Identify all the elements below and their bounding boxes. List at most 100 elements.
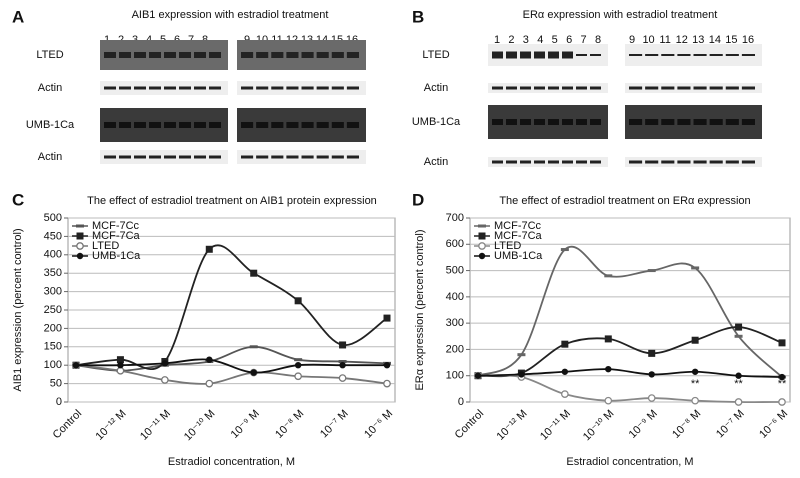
blot-band <box>256 52 269 58</box>
marker <box>339 341 347 349</box>
marker <box>735 323 743 331</box>
blot-band <box>677 160 691 164</box>
legend-marker <box>76 232 84 240</box>
blot-band <box>346 86 359 90</box>
legend-label: MCF-7Ca <box>92 230 141 242</box>
blot-band <box>629 160 643 164</box>
blot-band <box>520 119 531 125</box>
blot-band <box>104 155 116 159</box>
legend-marker <box>76 252 84 260</box>
blot-band <box>209 52 221 58</box>
marker <box>249 345 258 349</box>
lane-number: 9 <box>244 34 250 46</box>
chart-title: The effect of estradiol treatment on AIB… <box>87 195 377 207</box>
lane-number: 12 <box>676 34 688 46</box>
legend-label: MCF-7Cc <box>92 220 140 232</box>
y-tick-label: 700 <box>446 212 464 224</box>
legend-label: UMB-1Ca <box>494 250 543 262</box>
x-tick-label: 10⁻¹¹ M <box>538 408 573 443</box>
blot-band <box>520 51 531 59</box>
blot-band <box>209 86 221 90</box>
lane-number: 4 <box>146 34 152 46</box>
marker <box>561 368 569 375</box>
marker <box>691 336 699 344</box>
marker <box>161 360 169 367</box>
blot-band <box>725 86 739 90</box>
blot-band <box>316 86 329 90</box>
blot-band <box>301 52 314 58</box>
marker <box>734 398 743 406</box>
blot-band <box>506 119 517 125</box>
blot-band <box>548 51 559 59</box>
marker <box>338 374 347 382</box>
y-tick-label: 300 <box>446 317 464 329</box>
annotation: ** <box>734 378 743 390</box>
series-line <box>75 244 388 370</box>
blot-band <box>548 119 559 125</box>
blot-band <box>562 160 573 164</box>
marker <box>116 366 125 375</box>
x-axis-label: Estradiol concentration, M <box>168 456 295 468</box>
series-line <box>477 245 783 378</box>
marker <box>338 360 347 364</box>
blot-band <box>241 86 254 90</box>
lane-number: 7 <box>581 34 587 46</box>
y-tick-label: 300 <box>44 286 62 298</box>
lane-number: 1 <box>104 34 110 46</box>
lane-number: 8 <box>595 34 601 46</box>
blot-band <box>119 52 131 58</box>
y-tick-label: 400 <box>446 291 464 303</box>
row-label: Actin <box>424 156 448 168</box>
y-axis-label: AIB1 expression (percent control) <box>12 228 24 391</box>
blot-band <box>741 86 755 90</box>
blot-band <box>179 52 191 58</box>
legend-marker <box>478 252 486 260</box>
y-tick-label: 100 <box>44 359 62 371</box>
blot-band <box>576 160 587 164</box>
x-tick-label: 10⁻¹⁰ M <box>581 408 617 444</box>
blot-band <box>331 155 344 159</box>
blot-band <box>119 86 131 90</box>
blot-band <box>271 52 284 58</box>
blot-band <box>492 51 503 59</box>
legend-label: LTED <box>494 240 521 252</box>
x-tick-label: Control <box>453 408 487 442</box>
y-tick-label: 500 <box>446 264 464 276</box>
y-tick-label: 200 <box>44 322 62 334</box>
marker <box>691 396 699 405</box>
blot-band <box>149 52 161 58</box>
blot-band <box>645 160 659 164</box>
blot-band <box>194 155 206 159</box>
y-tick-label: 0 <box>56 396 62 408</box>
blot-band <box>241 52 254 58</box>
blot-band <box>693 160 707 164</box>
y-tick-label: 450 <box>44 230 62 242</box>
y-tick-label: 100 <box>446 370 464 382</box>
legend-label: UMB-1Ca <box>92 250 141 262</box>
blot-band <box>741 119 755 125</box>
blot-band <box>520 160 531 164</box>
blot-band <box>661 119 675 125</box>
blot-band <box>645 54 659 56</box>
blot-band <box>693 54 707 56</box>
blot-band <box>548 160 559 164</box>
y-tick-label: 150 <box>44 341 62 353</box>
y-tick-label: 0 <box>458 396 464 408</box>
panel-letter: B <box>412 7 424 26</box>
marker <box>383 362 391 369</box>
marker <box>560 248 569 252</box>
blot-band <box>286 52 299 58</box>
annotation: ** <box>778 378 787 390</box>
x-tick-label: 10⁻⁷ M <box>714 408 747 441</box>
blot-band <box>256 122 269 128</box>
blot-band <box>534 160 545 164</box>
blot-band <box>709 86 723 90</box>
lane-number: 10 <box>642 34 654 46</box>
legend-marker <box>76 242 84 250</box>
blot-band <box>629 119 643 125</box>
marker <box>205 245 213 253</box>
blot-band <box>534 119 545 125</box>
x-tick-label: 10⁻¹² M <box>495 408 530 443</box>
annotation: ** <box>691 378 700 390</box>
